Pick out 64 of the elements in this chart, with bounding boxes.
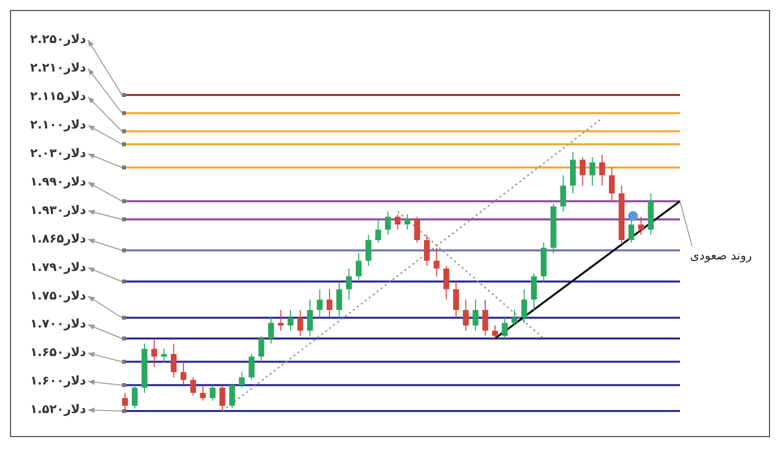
- candlestick: [599, 154, 606, 186]
- ref-line-label: ۲.۲۱۰دلار: [30, 60, 86, 75]
- candlestick: [180, 361, 186, 386]
- candlestick: [346, 268, 352, 300]
- candlestick: [316, 288, 323, 318]
- candlestick: [366, 234, 372, 266]
- ref-line-label: ۱.۵۲۰دلار: [30, 402, 86, 416]
- candlestick: [502, 317, 508, 339]
- candlestick: [424, 234, 430, 266]
- candlestick: [521, 288, 528, 324]
- candlestick: [248, 354, 254, 380]
- ref-line-label: ۱.۹۳۰دلار: [30, 202, 86, 217]
- candlestick: [394, 214, 401, 230]
- candlestick: [219, 384, 226, 412]
- text: روند صعودی: [690, 248, 752, 262]
- candlestick: [638, 216, 644, 236]
- candlestick: [443, 265, 450, 300]
- ref-line-label: ۱.۷۰۰دلار: [30, 316, 86, 331]
- ref-line-label: ۱.۹۹۰دلار: [30, 174, 86, 188]
- candlestick: [375, 218, 382, 244]
- candlestick: [170, 343, 177, 378]
- candlestick: [404, 214, 410, 230]
- candlestick: [336, 280, 342, 318]
- candlestick: [462, 299, 469, 332]
- candlestick: [297, 309, 304, 336]
- candlestick: [482, 299, 488, 336]
- candlestick: [453, 280, 459, 318]
- candlestick: [531, 273, 537, 310]
- candlestick: [238, 372, 245, 388]
- candlestick: [210, 384, 216, 402]
- candlestick: [628, 218, 634, 244]
- ref-line-label: ۲.۰۳۰دلار: [30, 146, 86, 160]
- candlestick: [161, 348, 167, 362]
- candlestick: [580, 156, 586, 186]
- ref-line-label: ۲.۱۰۰دلار: [30, 118, 86, 132]
- candlestick: [258, 335, 264, 362]
- candlestick: [560, 174, 566, 212]
- candlestick: [229, 384, 236, 409]
- candlestick: [268, 317, 274, 344]
- ref-line-label: ۱.۶۵۰دلار: [30, 345, 86, 360]
- candlestick: [151, 338, 158, 368]
- candlestick: [384, 211, 391, 236]
- candlestick: [288, 309, 294, 332]
- candlestick: [472, 299, 478, 332]
- ref-line-label: ۲.۱۱۵دلار: [30, 89, 86, 104]
- candlestick: [356, 252, 362, 282]
- ref-line-label: ۱.۷۵۰دلار: [30, 288, 86, 302]
- candlestick: [608, 167, 615, 202]
- candlestick: [132, 384, 138, 409]
- candlestick: [307, 299, 313, 336]
- candlestick: [190, 376, 196, 396]
- candlestick: [414, 216, 420, 244]
- candlestick: [278, 309, 284, 332]
- ref-line-label: ۱.۶۰۰دلار: [30, 374, 86, 388]
- candlestick: [122, 392, 128, 412]
- ref-line-label: ۱.۸۶۵دلار: [30, 231, 86, 246]
- ref-line-label: ۱.۷۹۰دلار: [30, 260, 86, 274]
- ref-line-label: ۲.۲۵۰دلار: [30, 32, 86, 46]
- candlestick: [200, 384, 206, 402]
- candlestick: [589, 156, 596, 186]
- candlestick: [512, 309, 518, 326]
- candlestick: [326, 288, 332, 318]
- candlestick: [434, 247, 440, 277]
- candlestick: [492, 325, 498, 339]
